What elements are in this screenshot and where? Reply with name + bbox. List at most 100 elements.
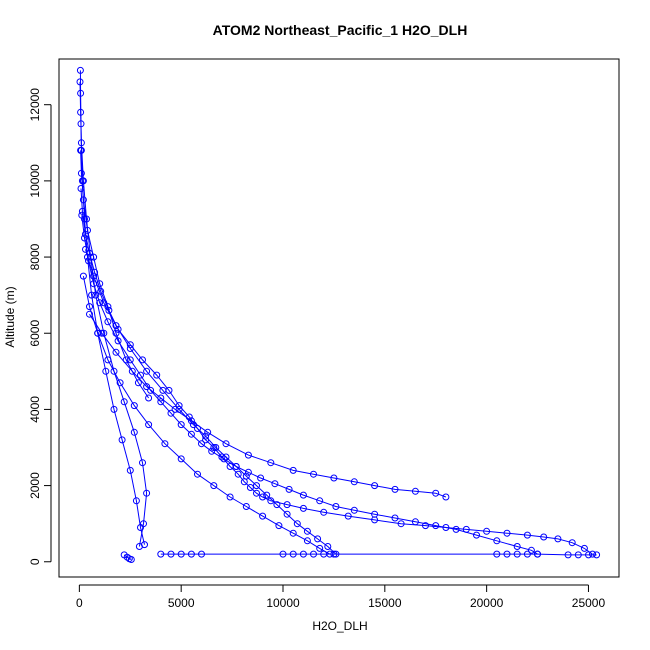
chart-title: ATOM2 Northeast_Pacific_1 H2O_DLH	[213, 22, 468, 38]
data-point	[143, 489, 151, 497]
data-point	[564, 551, 572, 559]
data-point	[350, 478, 358, 486]
data-point	[303, 537, 311, 545]
y-tick-label: 6000	[28, 320, 42, 347]
data-point	[102, 367, 110, 375]
data-point	[422, 522, 429, 530]
y-tick-label: 12000	[28, 88, 42, 122]
data-point	[253, 489, 260, 497]
data-point	[540, 533, 548, 541]
data-point	[330, 550, 338, 558]
data-point	[147, 386, 155, 394]
data-point	[289, 550, 297, 558]
data-point	[110, 367, 118, 375]
data-point	[232, 463, 240, 470]
data-point	[100, 299, 108, 307]
data-point	[585, 551, 592, 559]
data-point	[167, 550, 175, 558]
data-point	[153, 371, 161, 379]
data-point	[483, 527, 491, 535]
data-point	[126, 466, 134, 474]
data-point	[210, 444, 218, 451]
data-point	[177, 421, 185, 429]
data-point	[98, 329, 106, 337]
profile-line	[79, 81, 148, 547]
x-tick-label: 20000	[470, 596, 504, 610]
data-point	[523, 531, 531, 539]
data-point	[259, 512, 267, 520]
y-axis-label: Altitude (m)	[3, 286, 17, 347]
data-point	[442, 524, 450, 531]
data-point	[212, 444, 220, 451]
data-point	[554, 535, 562, 543]
data-point	[527, 546, 535, 554]
data-point	[123, 553, 131, 561]
profile-line	[82, 276, 331, 555]
data-point	[116, 379, 124, 387]
data-point	[126, 356, 134, 364]
data-point	[332, 503, 340, 510]
data-point	[324, 543, 332, 550]
data-point	[218, 453, 226, 461]
y-tick-label: 4000	[28, 396, 42, 423]
data-point	[391, 514, 399, 522]
data-point	[77, 139, 85, 147]
data-point	[145, 421, 153, 429]
data-point	[299, 491, 307, 499]
data-point	[234, 470, 242, 478]
data-point	[391, 485, 399, 493]
data-point	[513, 550, 521, 558]
data-point	[132, 497, 140, 505]
data-point	[246, 484, 254, 491]
data-point	[257, 474, 265, 482]
data-point	[139, 356, 146, 364]
data-point	[187, 417, 195, 425]
data-point	[126, 345, 134, 352]
data-point	[114, 325, 122, 333]
data-point	[187, 430, 195, 438]
x-tick-label: 10000	[266, 596, 300, 610]
data-point	[593, 551, 601, 559]
data-point	[242, 503, 250, 510]
data-point	[139, 459, 146, 467]
data-point	[267, 497, 275, 505]
data-point	[371, 510, 379, 518]
y-axis: 0 2000 4000 6000 8000 10000 12000	[28, 88, 52, 565]
data-point	[344, 512, 352, 520]
data-point	[118, 436, 126, 444]
data-point	[88, 291, 96, 299]
data-point	[112, 348, 120, 356]
data-point	[76, 78, 84, 86]
data-point	[135, 543, 143, 550]
data-point	[289, 529, 297, 537]
data-point	[143, 383, 151, 391]
data-point	[442, 493, 450, 501]
data-point	[330, 474, 338, 482]
data-point	[210, 482, 218, 490]
x-axis: 0 5000 10000 15000 20000 25000	[76, 584, 605, 610]
data-point	[283, 510, 291, 518]
data-point	[104, 318, 112, 326]
data-point	[208, 447, 216, 455]
profile-line	[85, 249, 337, 555]
data-point	[574, 551, 582, 559]
data-point	[137, 371, 144, 379]
data-point	[568, 539, 576, 547]
data-point	[283, 501, 291, 509]
data-point	[275, 522, 283, 530]
x-tick-label: 15000	[368, 596, 402, 610]
data-point	[79, 196, 87, 204]
profile-line	[80, 188, 593, 555]
data-point	[473, 531, 480, 539]
data-point	[320, 550, 328, 558]
data-point	[397, 520, 405, 528]
data-point	[534, 550, 541, 558]
data-point	[293, 520, 301, 528]
data-point	[222, 453, 230, 461]
data-point	[79, 177, 87, 185]
data-point	[143, 367, 151, 375]
data-point	[503, 550, 511, 558]
data-point	[432, 489, 440, 497]
data-point	[350, 506, 358, 514]
